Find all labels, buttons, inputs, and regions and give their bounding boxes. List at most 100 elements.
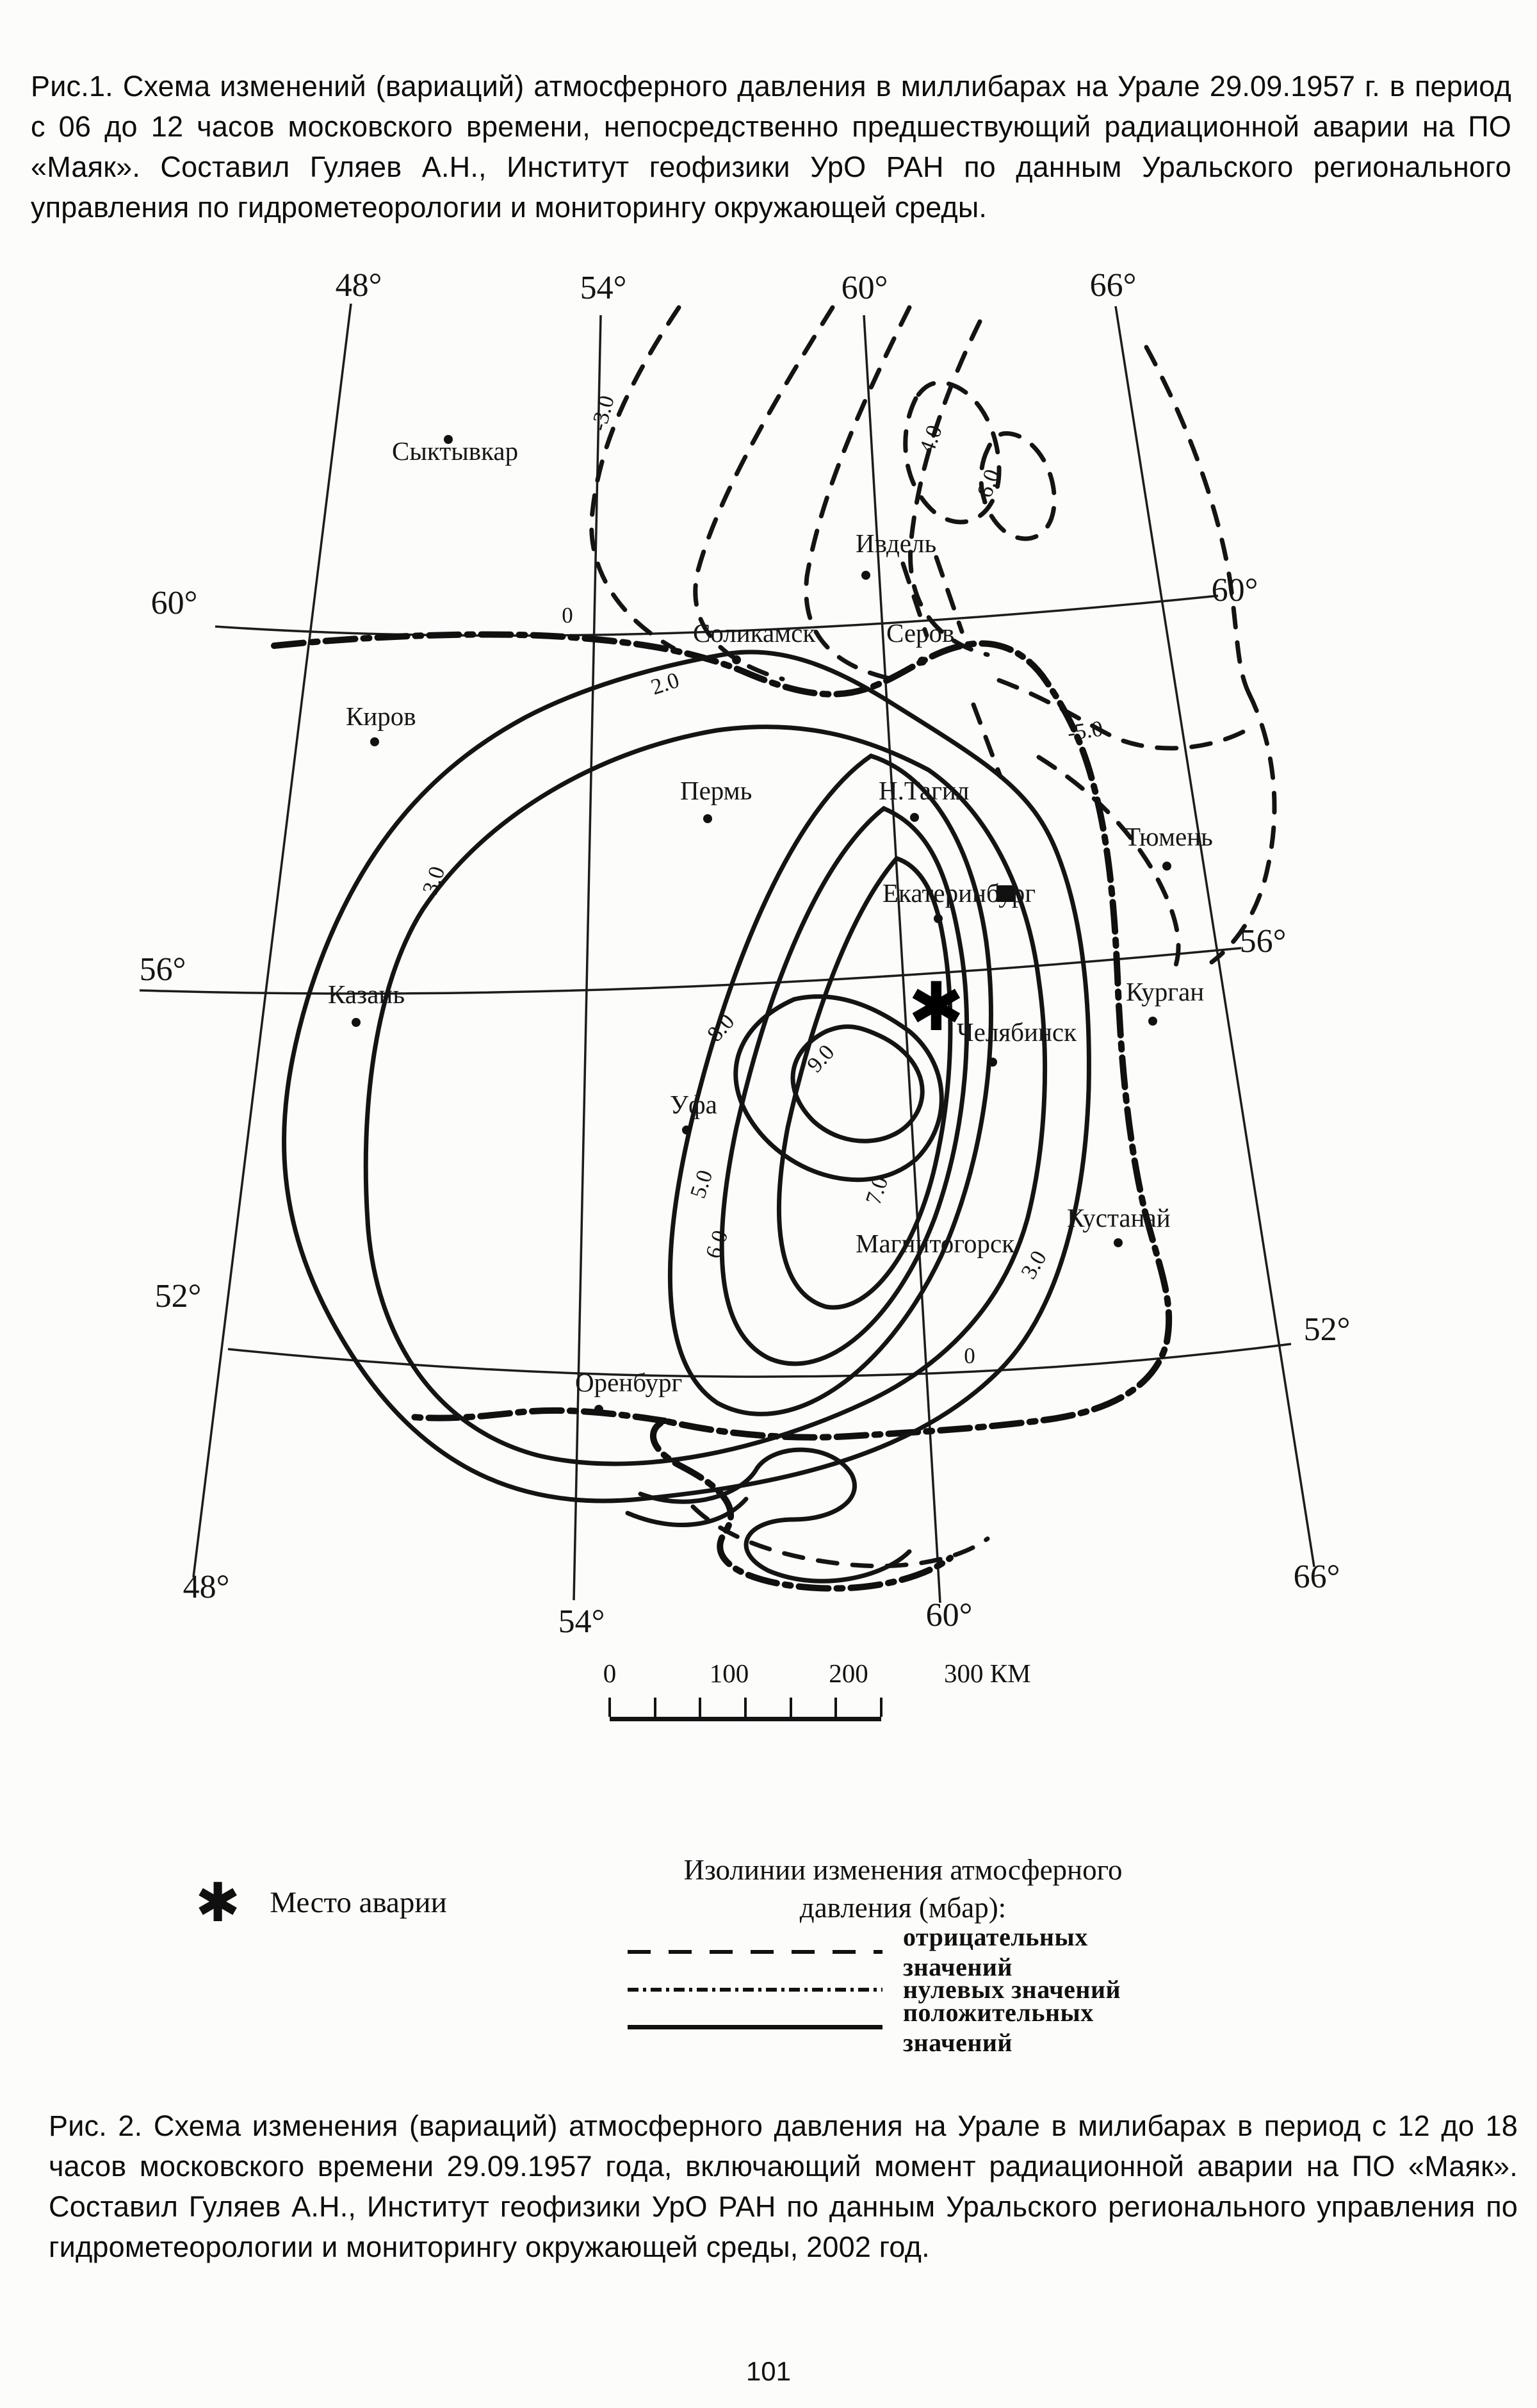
city-square-marker bbox=[996, 885, 1014, 902]
isoline-negative bbox=[1036, 755, 1181, 978]
legend: ✱ Место аварии Изолинии изменения атмосф… bbox=[0, 1851, 1537, 2057]
isoline-positive-6 bbox=[719, 805, 970, 1366]
city-dot bbox=[1114, 1238, 1123, 1247]
city-dot bbox=[594, 1405, 603, 1414]
graticule-label-bottom: 54° bbox=[558, 1603, 605, 1640]
city-dot bbox=[918, 657, 927, 666]
isoline-value-label: -4.0 bbox=[911, 422, 947, 463]
city-dot bbox=[682, 1126, 691, 1134]
isoline-positive-tail bbox=[638, 1447, 912, 1584]
legend-title-line1: Изолинии изменения атмосферного bbox=[683, 1854, 1123, 1886]
scale-bar-labels: 0 100 200 300 КМ bbox=[603, 1658, 1031, 1691]
isoline-value-label: 8.0 bbox=[702, 1009, 739, 1047]
scale-bar: 0 100 200 300 КМ bbox=[603, 1658, 1031, 1728]
accident-site-marker: ✱ bbox=[908, 968, 964, 1046]
city-dot bbox=[444, 435, 453, 444]
graticule-label-top: 66° bbox=[1090, 267, 1137, 304]
city-label: Тюмень bbox=[1125, 822, 1213, 851]
legend-item-label: отрицательных значений bbox=[903, 1922, 1088, 1981]
legend-item-dashdot: нулевых значений bbox=[628, 1975, 1178, 2004]
city-dot bbox=[1148, 1017, 1157, 1026]
city-label: Челябинск bbox=[957, 1017, 1077, 1047]
legend-accident-label: Место аварии bbox=[270, 1886, 447, 1919]
graticule-label-bottom: 48° bbox=[183, 1569, 230, 1605]
legend-accident-item: ✱ Место аварии bbox=[195, 1876, 447, 1929]
legend-title-line2: давления (мбар): bbox=[799, 1892, 1007, 1924]
isoline-value-label: 0 bbox=[562, 603, 573, 628]
city-label: Ивдель bbox=[856, 528, 936, 558]
city-dot bbox=[1162, 862, 1171, 871]
meridian-54 bbox=[573, 315, 602, 1601]
graticule-label-left: 52° bbox=[155, 1278, 202, 1315]
graticule-label-top: 54° bbox=[580, 270, 627, 306]
isoline-negative bbox=[900, 561, 929, 638]
parallel-52 bbox=[227, 1343, 1292, 1378]
isoline-negative bbox=[996, 678, 1246, 751]
meridian-48 bbox=[192, 303, 352, 1578]
scale-tick bbox=[608, 1698, 611, 1717]
city-label: Магнитогорск bbox=[856, 1229, 1014, 1258]
isoline-negative bbox=[804, 305, 912, 683]
scale-label: 200 bbox=[829, 1659, 868, 1688]
city-label: Киров bbox=[346, 701, 416, 731]
isoline-positive-7 bbox=[777, 855, 953, 1310]
legend-item-label: положительных значений bbox=[903, 1997, 1094, 2057]
parallel-56 bbox=[139, 947, 1242, 995]
graticule-label-top: 60° bbox=[842, 270, 888, 306]
page-number: 101 bbox=[745, 2356, 792, 2386]
meridian-66 bbox=[1114, 306, 1315, 1568]
isoline-value-label: 6.0 bbox=[701, 1227, 733, 1262]
scale-tick bbox=[653, 1698, 656, 1717]
isoline-value-label: -5.0 bbox=[1066, 716, 1104, 745]
legend-item-label: нулевых значений bbox=[903, 1975, 1121, 2004]
city-label: Кустанай bbox=[1067, 1203, 1171, 1233]
city-label: Казань bbox=[328, 979, 405, 1009]
accident-star-icon: ✱ bbox=[195, 1871, 241, 1934]
isoline-positive-3 bbox=[363, 725, 1048, 1466]
graticule-label-left: 56° bbox=[140, 951, 186, 988]
scale-label: 300 КМ bbox=[944, 1659, 1031, 1688]
scale-label: 0 bbox=[603, 1659, 617, 1688]
city-dot bbox=[861, 571, 870, 580]
scale-label: 100 bbox=[709, 1659, 749, 1688]
isoline-negative bbox=[693, 305, 835, 682]
figure2-caption: Рис. 2. Схема изменения (вариаций) атмос… bbox=[49, 2109, 1518, 2263]
scale-tick bbox=[789, 1698, 792, 1717]
isoline-zero bbox=[409, 1407, 668, 1424]
graticule-label-right: 56° bbox=[1240, 923, 1287, 960]
scale-tick bbox=[880, 1698, 882, 1717]
isoline-negative bbox=[1209, 691, 1277, 965]
scale-tick bbox=[744, 1698, 747, 1717]
isoline-value-label: 2.0 bbox=[648, 668, 683, 700]
city-label: Н.Тагил bbox=[879, 776, 969, 805]
legend-item-dashed: отрицательных значений bbox=[628, 1922, 1178, 1981]
meridian-60 bbox=[863, 315, 941, 1603]
parallel-60 bbox=[215, 594, 1219, 637]
isoline-positive-2 bbox=[282, 650, 1091, 1503]
isoline-zero bbox=[271, 631, 1173, 1592]
city-dot bbox=[352, 1018, 361, 1027]
scale-tick bbox=[699, 1698, 702, 1717]
legend-line-sample-dashed bbox=[628, 1949, 882, 1954]
isoline-positive-8 bbox=[733, 994, 944, 1183]
city-dot bbox=[732, 655, 741, 664]
isoline-negative bbox=[971, 702, 1003, 779]
city-dot bbox=[910, 813, 919, 822]
graticule-label-top: 48° bbox=[336, 267, 382, 304]
city-label: Соликамск bbox=[693, 618, 815, 648]
isoline-negative bbox=[934, 555, 964, 634]
city-label: Оренбург bbox=[575, 1368, 682, 1397]
legend-items: отрицательных значений нулевых значений по… bbox=[628, 1922, 1178, 2057]
isoline-positive-tail bbox=[625, 1496, 749, 1527]
city-label: Уфа bbox=[670, 1090, 717, 1119]
isoline-negative-loop bbox=[979, 431, 1057, 541]
isoline-value-label: 3.0 bbox=[1016, 1247, 1052, 1283]
scale-bar-ruler bbox=[608, 1694, 882, 1721]
isoline-negative-loop bbox=[903, 380, 1002, 525]
city-label: Курган bbox=[1126, 977, 1204, 1006]
city-dot bbox=[703, 814, 712, 823]
isoline-negative bbox=[589, 305, 681, 651]
city-dot bbox=[988, 1058, 997, 1067]
